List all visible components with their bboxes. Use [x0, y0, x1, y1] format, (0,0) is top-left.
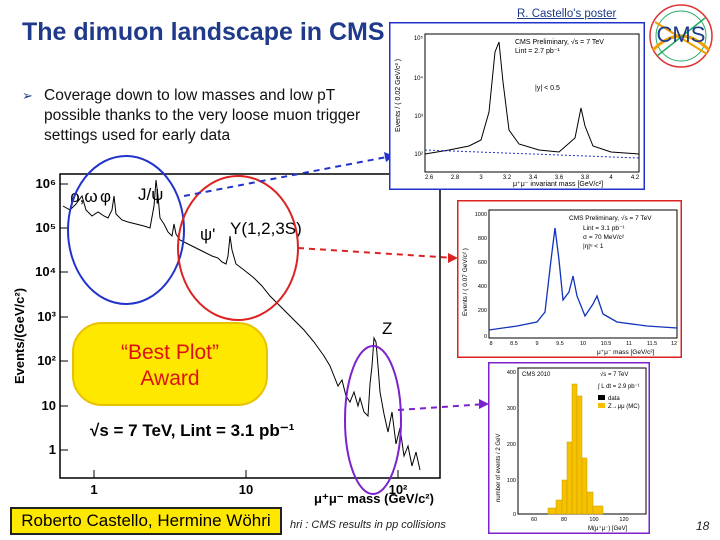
- jpsi-inset-xlabel: μ⁺μ⁻ invariant mass [GeV/c²]: [513, 181, 603, 188]
- z-inset-ylabel: number of events / 2 GeV: [496, 434, 502, 502]
- z-inset-xlabel: M(μ⁺μ⁻) [GeV]: [588, 525, 628, 532]
- award-line-1: “Best Plot”: [120, 341, 220, 364]
- slide-title: The dimuon landscape in CMS: [22, 18, 385, 46]
- jpsi-x-tick-4: 3.4: [529, 175, 538, 181]
- upsilon-inset-cut: |η|ᵘ < 1: [583, 243, 604, 250]
- z-y-tick-4: 0: [513, 512, 516, 518]
- upsilon-y-tick-5: 0: [484, 334, 487, 340]
- z-x-tick-1: 80: [561, 517, 567, 523]
- upsilon-x-tick-7: 11.5: [647, 341, 657, 347]
- z-inset-legend-data: data: [608, 396, 620, 402]
- x-tick-1: 1: [90, 482, 97, 497]
- peak-label-phi: φ: [100, 187, 111, 206]
- jpsi-y-tick-0: 10⁵: [414, 35, 424, 42]
- bullet-arrow-icon: ➢: [22, 88, 33, 103]
- jpsi-inset-plot: CMS Preliminary, √s = 7 TeV Lint = 2.7 p…: [389, 22, 645, 190]
- peak-label-psi-prime: ψ': [200, 225, 215, 244]
- peak-label-rho-omega: ρ,ω: [70, 187, 98, 206]
- bullet-text: Coverage down to low masses and low pT p…: [44, 87, 361, 144]
- jpsi-inset-ylabel: Events / ( 0.02 GeV/c² ): [395, 59, 402, 132]
- x-tick-10: 10: [239, 482, 253, 497]
- upsilon-inset-plot: CMS Preliminary, √s = 7 TeV Lint = 3.1 p…: [457, 200, 682, 358]
- z-x-tick-0: 60: [531, 517, 537, 523]
- peak-label-upsilon: Υ(1,2,3S): [230, 219, 302, 238]
- z-legend-mc-marker: [598, 403, 605, 408]
- upsilon-inset-curve: [488, 227, 678, 331]
- y-tick-1e4: 10⁴: [35, 264, 56, 279]
- y-tick-1e6: 10⁶: [36, 176, 56, 191]
- y-tick-1e3: 10³: [37, 309, 56, 324]
- cms-logo: CMS: [649, 4, 713, 68]
- jpsi-y-tick-1: 10⁴: [414, 75, 424, 82]
- best-plot-award-badge: “Best Plot” Award: [72, 322, 268, 406]
- jpsi-y-tick-3: 10²: [414, 152, 423, 158]
- footer-text: hri : CMS results in pp collisions: [290, 519, 446, 531]
- main-x-axis-label: μ⁺μ⁻ mass (GeV/c²): [314, 491, 434, 506]
- z-inset-legend-mc: Z→μμ (MC): [608, 404, 640, 410]
- upsilon-x-tick-1: 8.5: [510, 341, 518, 347]
- upsilon-x-tick-5: 10.5: [601, 341, 612, 347]
- energy-lumi-label: √s = 7 TeV, Lint = 3.1 pb⁻¹: [90, 421, 295, 440]
- jpsi-x-tick-1: 2.8: [451, 175, 460, 181]
- z-inset-histogram: [547, 383, 604, 515]
- z-y-tick-1: 300: [507, 406, 516, 412]
- y-tick-10: 10: [42, 398, 56, 413]
- z-x-tick-2: 100: [589, 517, 598, 523]
- cms-logo-text: CMS: [657, 22, 706, 47]
- upsilon-y-tick-1: 800: [478, 236, 487, 242]
- jpsi-x-tick-8: 4.2: [631, 175, 640, 181]
- upsilon-y-tick-3: 400: [478, 284, 487, 290]
- y-tick-1e5: 10⁵: [35, 220, 56, 235]
- upsilon-inset-header: CMS Preliminary, √s = 7 TeV: [569, 214, 652, 222]
- jpsi-inset-lumi: Lint = 2.7 pb⁻¹: [515, 48, 560, 55]
- jpsi-x-tick-0: 2.6: [425, 175, 434, 181]
- z-legend-data-marker: [598, 395, 605, 400]
- authors-box: Roberto Castello, Hermine Wöhri: [10, 507, 282, 535]
- jpsi-x-tick-6: 3.8: [581, 175, 590, 181]
- upsilon-x-tick-3: 9.5: [556, 341, 564, 347]
- y-tick-1e2: 10²: [37, 353, 56, 368]
- jpsi-x-tick-7: 4: [609, 175, 613, 181]
- upsilon-inset-xlabel: μ⁺μ⁻ mass [GeV/c²]: [597, 349, 655, 356]
- upsilon-x-tick-0: 8: [489, 341, 492, 347]
- upsilon-y-tick-0: 1000: [475, 212, 487, 218]
- upsilon-inset-lumi: Lint = 3.1 pb⁻¹: [583, 225, 625, 232]
- y-tick-1: 1: [49, 442, 56, 457]
- jpsi-y-tick-2: 10³: [414, 114, 423, 120]
- z-y-tick-0: 400: [507, 370, 516, 376]
- upsilon-x-tick-8: 12: [671, 341, 677, 347]
- upsilon-x-tick-6: 11: [626, 341, 632, 347]
- z-inset-plot: CMS 2010 √s = 7 TeV ∫ L dt = 2.9 pb⁻¹ da…: [488, 362, 650, 534]
- jpsi-x-tick-2: 3: [479, 175, 483, 181]
- jpsi-inset-cut: |y| < 0.5: [535, 85, 560, 92]
- z-x-tick-3: 120: [619, 517, 628, 523]
- z-y-tick-2: 200: [507, 442, 516, 448]
- upsilon-y-tick-4: 200: [478, 308, 487, 314]
- upsilon-x-tick-4: 10: [580, 341, 586, 347]
- award-line-2: Award: [140, 367, 200, 390]
- jpsi-inset-header: CMS Preliminary, √s = 7 TeV: [515, 38, 604, 46]
- jpsi-inset-curve: [424, 41, 640, 155]
- main-y-axis-label: Events/(GeV/c²): [12, 288, 27, 384]
- z-inset-energy: √s = 7 TeV: [600, 371, 628, 378]
- peak-label-jpsi: J/ψ: [138, 185, 163, 204]
- poster-credit-link[interactable]: R. Castello's poster: [517, 8, 617, 20]
- page-number: 18: [696, 519, 710, 533]
- jpsi-x-tick-3: 3.2: [503, 175, 512, 181]
- upsilon-x-tick-2: 9: [535, 341, 538, 347]
- peak-label-z: Z: [382, 319, 392, 338]
- z-inset-lumi: ∫ L dt = 2.9 pb⁻¹: [597, 383, 640, 390]
- upsilon-inset-ylabel: Events / ( 0.07 GeV/c² ): [462, 248, 469, 316]
- z-y-tick-3: 100: [507, 478, 516, 484]
- upsilon-inset-sigma: σ = 70 MeV/c²: [583, 234, 625, 241]
- jpsi-x-tick-5: 3.6: [555, 175, 564, 181]
- z-inset-header: CMS 2010: [522, 372, 551, 378]
- upsilon-y-tick-2: 600: [478, 260, 487, 266]
